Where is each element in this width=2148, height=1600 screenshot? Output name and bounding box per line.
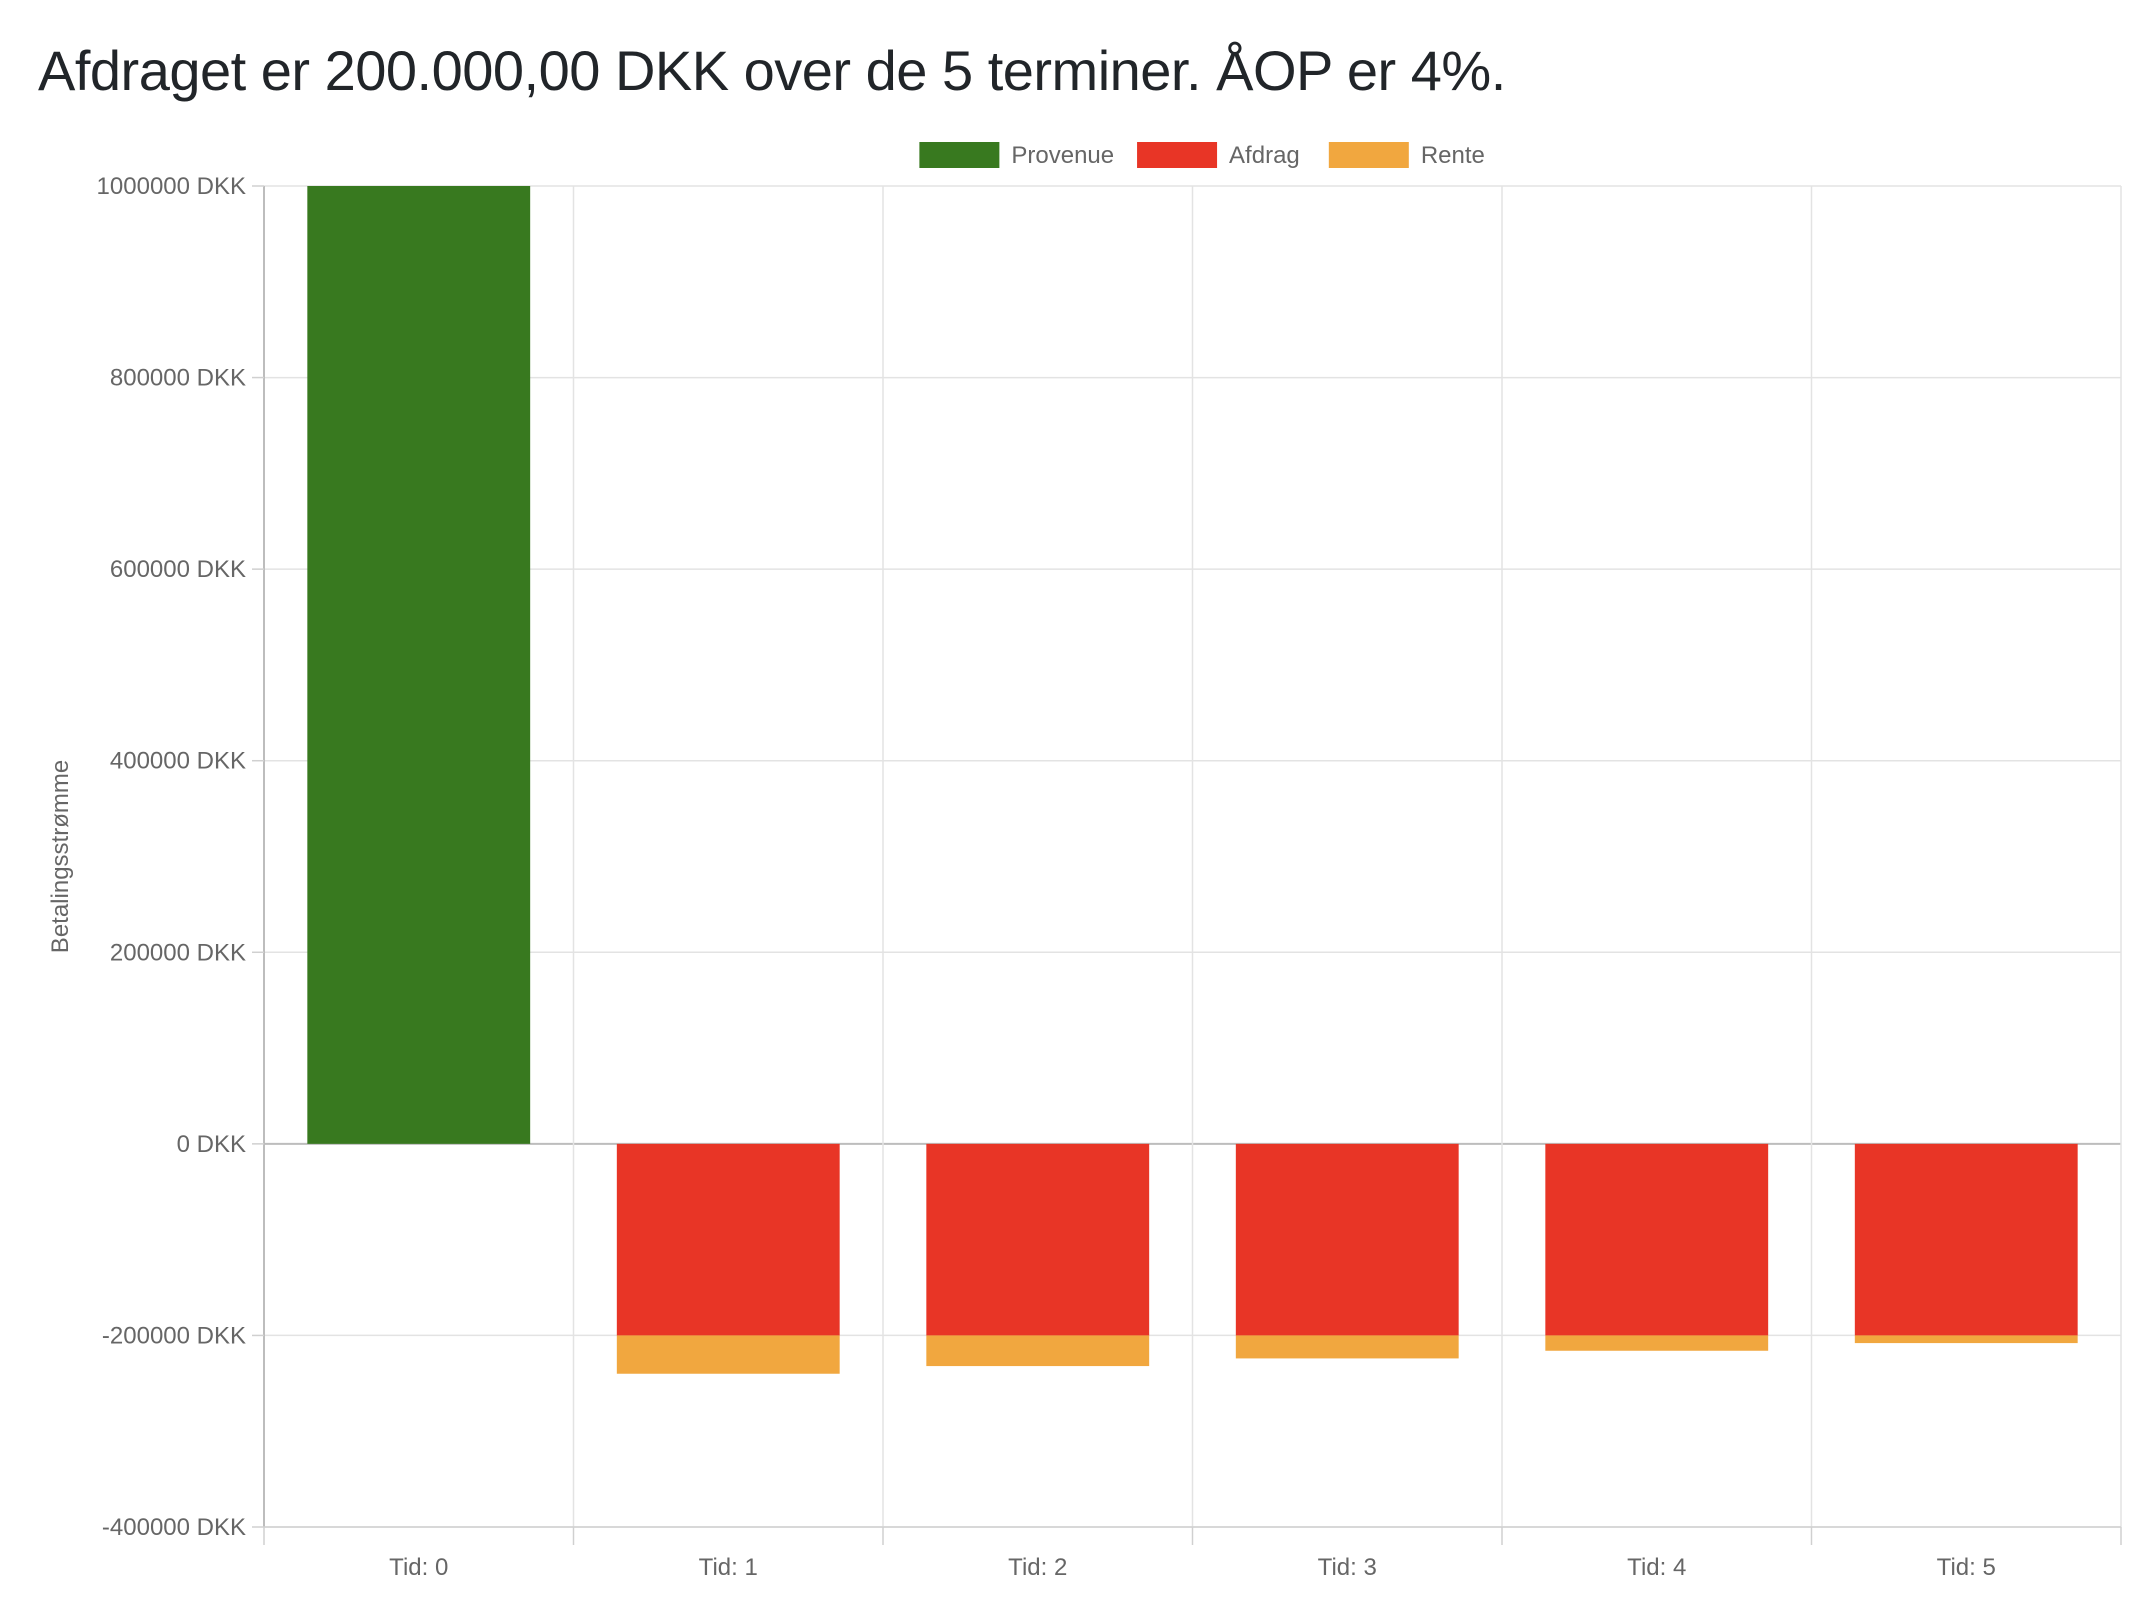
- chart-grid: [263, 185, 2122, 1528]
- legend-item-provenue[interactable]: Provenue: [919, 142, 1114, 169]
- bar-rente-2[interactable]: [926, 1335, 1150, 1367]
- legend-label: Rente: [1421, 142, 1485, 169]
- x-tick-label: Tid: 5: [1937, 1554, 1996, 1581]
- y-tick-label: 600000 DKK: [110, 556, 246, 583]
- y-tick-label: 1000000 DKK: [97, 173, 246, 200]
- x-tick-label: Tid: 2: [1008, 1554, 1067, 1581]
- bar-afdrag-3[interactable]: [1235, 1143, 1459, 1336]
- bar-provenue-0[interactable]: [307, 186, 531, 1144]
- x-tick-label: Tid: 3: [1318, 1554, 1377, 1581]
- x-tick-label: Tid: 0: [389, 1554, 448, 1581]
- chart-bars: [307, 186, 2078, 1374]
- page-title: Afdraget er 200.000,00 DKK over de 5 ter…: [38, 39, 1506, 102]
- legend-label: Afdrag: [1229, 142, 1300, 169]
- bar-rente-5[interactable]: [1854, 1335, 2078, 1344]
- y-tick-label: 400000 DKK: [110, 748, 246, 775]
- bar-afdrag-1[interactable]: [616, 1143, 840, 1336]
- legend-swatch: [919, 142, 1000, 168]
- legend-swatch: [1137, 142, 1218, 168]
- y-tick-label: 200000 DKK: [110, 939, 246, 966]
- y-tick-label: -400000 DKK: [102, 1514, 246, 1541]
- bar-rente-1[interactable]: [616, 1335, 840, 1374]
- legend-label: Provenue: [1011, 142, 1114, 169]
- chart-legend[interactable]: Provenue Afdrag Rente: [919, 142, 1485, 169]
- x-tick-label: Tid: 1: [699, 1554, 758, 1581]
- bar-rente-3[interactable]: [1235, 1335, 1459, 1359]
- legend-item-afdrag[interactable]: Afdrag: [1137, 142, 1300, 169]
- bar-rente-4[interactable]: [1545, 1335, 1769, 1351]
- y-tick-label: 0 DKK: [177, 1131, 246, 1158]
- y-tick-label: 800000 DKK: [110, 365, 246, 392]
- bar-afdrag-4[interactable]: [1545, 1143, 1769, 1336]
- legend-swatch: [1328, 142, 1409, 168]
- chart-axes: 1000000 DKK 800000 DKK 600000 DKK 400000 DK…: [47, 173, 2122, 1581]
- bar-afdrag-5[interactable]: [1854, 1143, 2078, 1336]
- legend-item-rente[interactable]: Rente: [1328, 142, 1485, 169]
- bar-afdrag-2[interactable]: [926, 1143, 1150, 1336]
- y-axis-title: Betalingsstrømme: [47, 760, 74, 953]
- y-tick-label: -200000 DKK: [102, 1322, 246, 1349]
- x-tick-label: Tid: 4: [1627, 1554, 1686, 1581]
